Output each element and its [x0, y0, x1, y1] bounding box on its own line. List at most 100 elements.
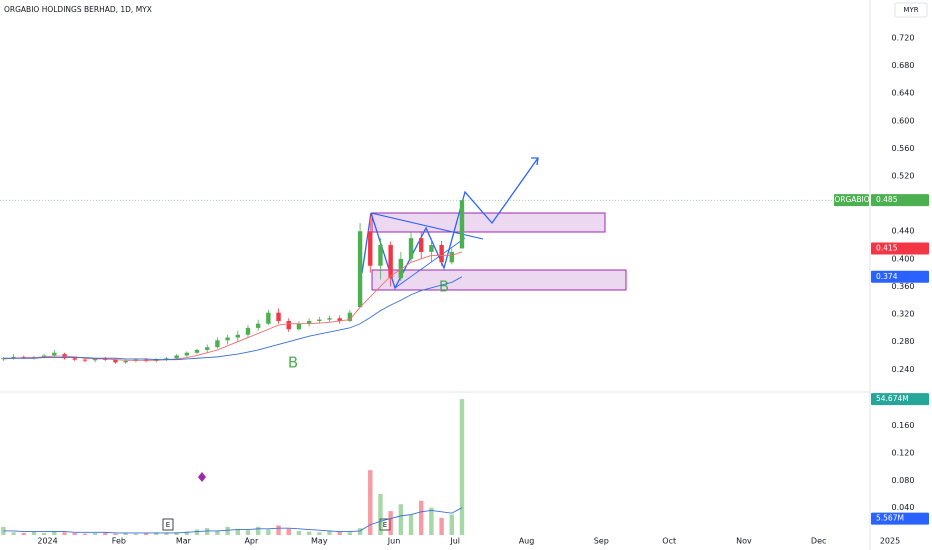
volume-bar [439, 517, 444, 535]
zone-box [371, 212, 606, 233]
earnings-box[interactable] [162, 518, 174, 531]
x-tick-label: Aug [519, 537, 535, 546]
candle-body [164, 358, 169, 360]
y-tick-label: 0.600 [892, 116, 915, 125]
y2-tick-label: 0.080 [892, 476, 915, 485]
volume-bar [317, 532, 322, 535]
volume-bar [174, 532, 179, 535]
event-marker[interactable] [198, 472, 206, 482]
x-tick-label: Feb [112, 537, 126, 546]
axis-marker-label: 0.415 [876, 243, 898, 252]
candle-body [235, 334, 240, 338]
candle-body [245, 327, 251, 335]
volume-bar [164, 532, 169, 535]
volume-ma [3, 507, 463, 534]
earnings-marker[interactable]: E [166, 521, 170, 529]
currency-box[interactable] [894, 2, 928, 18]
volume-bar [225, 526, 230, 535]
candle-body [306, 320, 312, 324]
volume-bar [286, 528, 291, 535]
candle-body [82, 359, 88, 361]
arrow-head [531, 157, 539, 166]
annotation: B [439, 278, 449, 296]
candle-body [92, 358, 98, 361]
volume-bar [459, 399, 465, 535]
candle-body [337, 318, 342, 321]
x-tick-label: Mar [176, 537, 192, 546]
x-tick-label: Sep [594, 537, 609, 546]
x-tick-label: May [311, 537, 328, 546]
volume-bar [235, 528, 240, 535]
volume-bar [11, 532, 16, 535]
annotation: B [288, 354, 298, 372]
volume-bar [21, 532, 26, 535]
y-tick-label: 0.240 [892, 365, 915, 374]
volume-bar [215, 530, 220, 535]
y2-tick-label: 0.160 [892, 421, 915, 430]
volume-bar [449, 514, 454, 535]
candle-body [388, 245, 393, 279]
y-tick-label: 0.720 [892, 33, 915, 42]
volume-bar [184, 531, 190, 535]
volume-bar [82, 533, 88, 535]
volume-bar [72, 532, 77, 535]
y-tick-label: 0.320 [892, 310, 915, 319]
volume-bar [52, 530, 57, 535]
candle-body [174, 355, 179, 359]
volume-bar [347, 532, 353, 535]
axis-marker [871, 512, 929, 525]
earnings-marker[interactable]: E [383, 521, 387, 529]
volume-bar [266, 529, 271, 535]
candle-body [276, 312, 281, 321]
axis-marker [871, 393, 929, 406]
candle-body [296, 323, 302, 330]
volume-bar [245, 530, 251, 535]
candle-body [194, 349, 200, 353]
x-tick-label: Dec [811, 537, 826, 546]
volume-bar [133, 533, 139, 535]
candle-body [184, 352, 190, 356]
volume-bar [276, 525, 281, 535]
candle-body [215, 340, 220, 348]
x-tick-label: Jul [449, 537, 460, 546]
volume-bar [296, 530, 302, 535]
symbol-tag-label: ORGABIO [834, 195, 869, 204]
y2-tick-label: 0.120 [892, 449, 915, 458]
axis-marker [871, 270, 929, 283]
moving-average [3, 276, 463, 361]
volume-bar [103, 532, 108, 535]
volume-bar [388, 511, 393, 535]
currency[interactable]: MYR [903, 6, 918, 14]
x-tick-label: Oct [662, 537, 676, 546]
candle-body [398, 258, 404, 279]
candle-body [255, 323, 261, 328]
y-tick-label: 0.360 [892, 282, 915, 291]
volume-bar [62, 532, 67, 535]
y-tick-label: 0.520 [892, 172, 915, 181]
axis-marker-label: 54.674M [876, 394, 909, 403]
moving-average [3, 251, 463, 361]
candle-body [123, 361, 128, 363]
candle-body [72, 358, 77, 360]
candle-body [378, 245, 383, 266]
y-tick-label: 0.640 [892, 89, 915, 98]
volume-bar [368, 470, 373, 535]
candle-body [103, 358, 108, 360]
x-tick-label: 2025 [880, 537, 900, 546]
volume-bar [143, 532, 149, 535]
x-tick-label: Jun [387, 537, 401, 546]
volume-bar [113, 533, 118, 535]
y-tick-label: 0.400 [892, 254, 915, 263]
volume-bar [337, 531, 342, 535]
y2-tick-label: 0.040 [892, 503, 915, 512]
candle-body [459, 200, 465, 249]
candle-body [449, 251, 454, 263]
x-tick-label: 2024 [37, 537, 57, 546]
volume-bar [408, 514, 414, 535]
axis-marker-label: 0.485 [876, 195, 898, 204]
zone-box [371, 269, 627, 291]
y-tick-label: 0.280 [892, 337, 915, 346]
volume-bar [194, 529, 200, 535]
symbol-tag [834, 194, 869, 207]
